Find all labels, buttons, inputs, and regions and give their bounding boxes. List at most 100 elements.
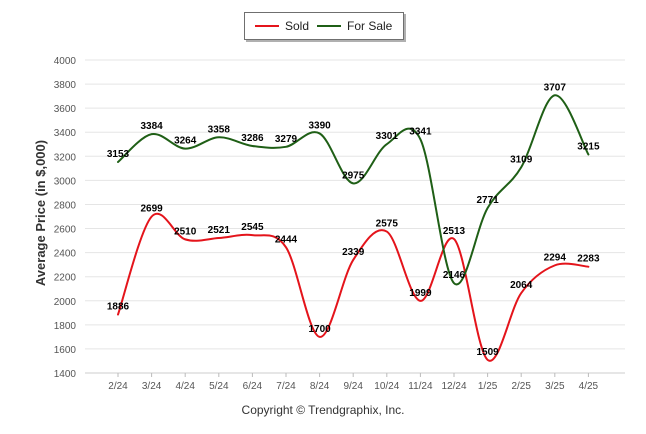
data-point-for-sale[interactable]	[351, 181, 355, 185]
legend-label-for-sale: For Sale	[347, 19, 393, 33]
data-point-sold[interactable]	[284, 245, 288, 249]
data-label-for-sale: 2771	[476, 195, 499, 206]
data-point-for-sale[interactable]	[418, 137, 422, 141]
data-label-sold: 2064	[510, 280, 533, 291]
axis-labels: 1400 1600 1800 2000 2200 2400 2600 2800 3000 3200…	[54, 56, 599, 392]
data-label-for-sale: 3153	[107, 149, 130, 160]
data-label-sold: 2513	[443, 226, 466, 237]
x-tick-label: 3/24	[142, 381, 162, 392]
y-tick-label: 2600	[54, 225, 77, 236]
data-point-sold[interactable]	[116, 312, 120, 316]
data-point-sold[interactable]	[250, 233, 254, 237]
y-tick-label: 3800	[54, 80, 77, 91]
x-tick-label: 2/25	[511, 381, 531, 392]
data-label-sold: 1700	[308, 324, 331, 335]
data-label-for-sale: 3358	[208, 124, 231, 135]
y-tick-label: 3000	[54, 176, 77, 187]
y-tick-label: 1600	[54, 345, 77, 356]
data-label-for-sale: 3341	[409, 126, 432, 137]
data-label-sold: 2283	[577, 254, 600, 265]
data-point-for-sale[interactable]	[250, 144, 254, 148]
data-label-sold: 2699	[140, 204, 163, 215]
data-point-sold[interactable]	[385, 230, 389, 234]
series-lines	[116, 93, 590, 362]
y-tick-label: 2000	[54, 297, 77, 308]
data-point-for-sale[interactable]	[519, 165, 523, 169]
copyright-footer: Copyright © Trendgraphix, Inc.	[241, 403, 405, 417]
data-point-for-sale[interactable]	[452, 281, 456, 285]
data-point-for-sale[interactable]	[385, 142, 389, 146]
data-label-for-sale: 3215	[577, 142, 600, 153]
y-axis-title: Average Price (in $,000)	[33, 139, 48, 287]
data-point-sold[interactable]	[452, 237, 456, 241]
data-label-sold: 2545	[241, 222, 264, 233]
y-tick-label: 3400	[54, 128, 77, 139]
data-point-sold[interactable]	[418, 299, 422, 303]
data-label-for-sale: 3109	[510, 154, 533, 165]
data-point-sold[interactable]	[486, 358, 490, 362]
data-point-sold[interactable]	[586, 265, 590, 269]
data-label-sold: 2510	[174, 226, 197, 237]
x-tick-label: 9/24	[343, 381, 363, 392]
data-point-for-sale[interactable]	[217, 135, 221, 139]
data-point-for-sale[interactable]	[284, 145, 288, 149]
data-point-for-sale[interactable]	[553, 93, 557, 97]
data-label-for-sale: 3390	[308, 120, 331, 131]
sold-line-swatch	[255, 25, 279, 27]
x-tick-label: 2/24	[108, 381, 128, 392]
data-label-sold: 1886	[107, 301, 130, 312]
x-tick-label: 12/24	[441, 381, 466, 392]
data-label-for-sale: 3279	[275, 134, 298, 145]
legend-label-sold: Sold	[285, 19, 310, 33]
y-tick-label: 1800	[54, 321, 77, 332]
x-tick-label: 7/24	[276, 381, 296, 392]
x-tick-label: 1/25	[478, 381, 498, 392]
data-label-sold: 2339	[342, 247, 365, 258]
data-label-for-sale: 3264	[174, 136, 197, 147]
series-line-sold	[117, 212, 590, 362]
data-point-sold[interactable]	[217, 236, 221, 240]
data-point-sold[interactable]	[150, 215, 154, 219]
x-tick-label: 6/24	[243, 381, 263, 392]
data-label-sold: 1999	[409, 288, 432, 299]
x-tick-label: 11/24	[408, 381, 433, 392]
y-tick-label: 1400	[54, 369, 77, 380]
y-tick-label: 4000	[54, 56, 77, 67]
data-point-sold[interactable]	[183, 237, 187, 241]
data-point-sold[interactable]	[318, 335, 322, 339]
data-point-for-sale[interactable]	[183, 147, 187, 151]
data-point-sold[interactable]	[553, 263, 557, 267]
data-point-for-sale[interactable]	[586, 153, 590, 157]
x-tick-label: 5/24	[209, 381, 229, 392]
data-point-for-sale[interactable]	[116, 160, 120, 164]
data-label-for-sale: 2975	[342, 170, 365, 181]
x-tick-label: 4/24	[175, 381, 195, 392]
data-label-for-sale: 3707	[544, 82, 567, 93]
data-label-for-sale: 3384	[140, 121, 163, 132]
data-label-sold: 2521	[208, 225, 231, 236]
series-line-for-sale	[117, 94, 590, 286]
data-point-sold[interactable]	[519, 291, 523, 295]
chart-legend: Sold For Sale	[244, 12, 404, 40]
x-tick-label: 8/24	[310, 381, 330, 392]
data-label-sold: 2575	[376, 219, 399, 230]
data-label-sold: 2444	[275, 234, 298, 245]
y-tick-label: 3200	[54, 152, 77, 163]
data-labels: 1886 2699 2510 2521 2545 2444 1700 2339 2575 1999…	[107, 82, 600, 358]
data-label-for-sale: 2146	[443, 270, 466, 281]
y-tick-label: 2800	[54, 200, 77, 211]
grid-lines	[85, 59, 625, 377]
data-label-sold: 1509	[476, 347, 499, 358]
data-point-for-sale[interactable]	[150, 132, 154, 136]
y-tick-label: 2200	[54, 273, 77, 284]
data-point-sold[interactable]	[351, 258, 355, 262]
data-point-for-sale[interactable]	[486, 206, 490, 210]
x-tick-label: 4/25	[579, 381, 599, 392]
x-tick-label: 3/25	[545, 381, 565, 392]
data-label-for-sale: 3301	[376, 131, 399, 142]
legend-item-for-sale[interactable]: For Sale	[317, 19, 392, 33]
data-point-for-sale[interactable]	[318, 131, 322, 135]
for-sale-line-swatch	[317, 25, 341, 27]
legend-item-sold[interactable]: Sold	[255, 19, 309, 33]
